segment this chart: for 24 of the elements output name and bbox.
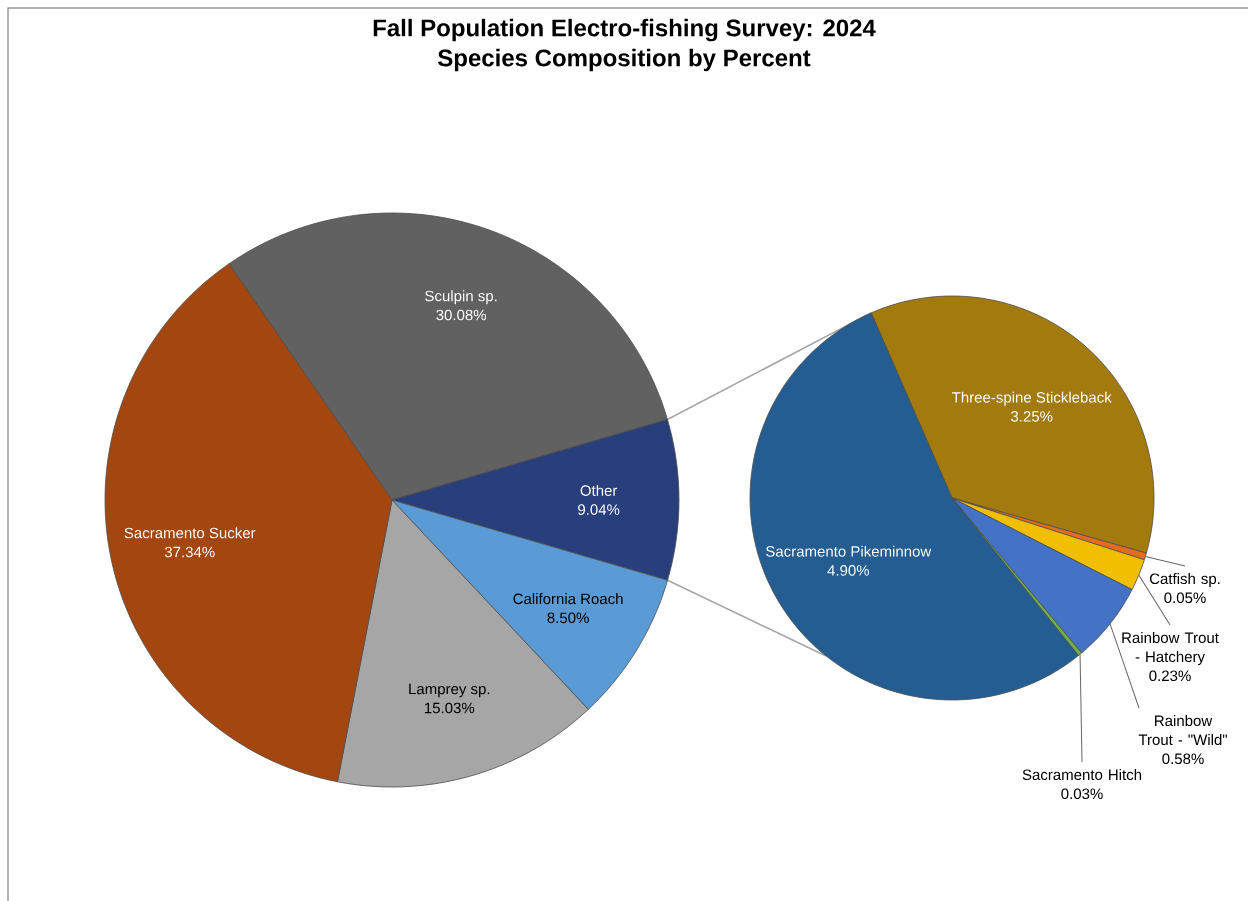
data-label: 0.23%: [1149, 670, 1191, 682]
data-label: 0.03%: [1061, 788, 1103, 800]
chart-subtitle: Species Composition by Percent: [437, 48, 811, 72]
data-label: 0.05%: [1164, 592, 1206, 604]
data-label: 4.90%: [827, 565, 870, 576]
slice-label: Rainbow Trout - Hatchery: [1122, 632, 1219, 666]
slice-label: Sculpin sp.: [425, 290, 497, 305]
chart-title: Fall Population Electro-fishing Survey: 2024: [373, 18, 876, 42]
slice-label: Other: [580, 484, 618, 496]
slice-label: Catfish sp.: [1149, 573, 1220, 588]
slice-label: Sacramento Pikeminnow: [766, 545, 932, 557]
slice-label: Rainbow Trout - "Wild": [1138, 715, 1227, 746]
data-label: 9.04%: [578, 504, 620, 515]
slice-label: California Roach: [513, 593, 623, 605]
data-label: 37.34%: [164, 546, 215, 558]
data-label: 30.08%: [436, 309, 487, 321]
data-label: 0.58%: [1162, 753, 1204, 765]
slice-label: Sacramento Hitch: [1022, 769, 1142, 781]
slice-label: Sacramento Sucker: [124, 527, 256, 539]
data-label: 15.03%: [424, 702, 475, 714]
slice-label: Lamprey sp.: [409, 683, 490, 698]
slice-label: Three-spine Stickleback: [952, 391, 1112, 406]
data-label: 3.25%: [1011, 411, 1053, 422]
data-label: 8.50%: [547, 612, 589, 624]
